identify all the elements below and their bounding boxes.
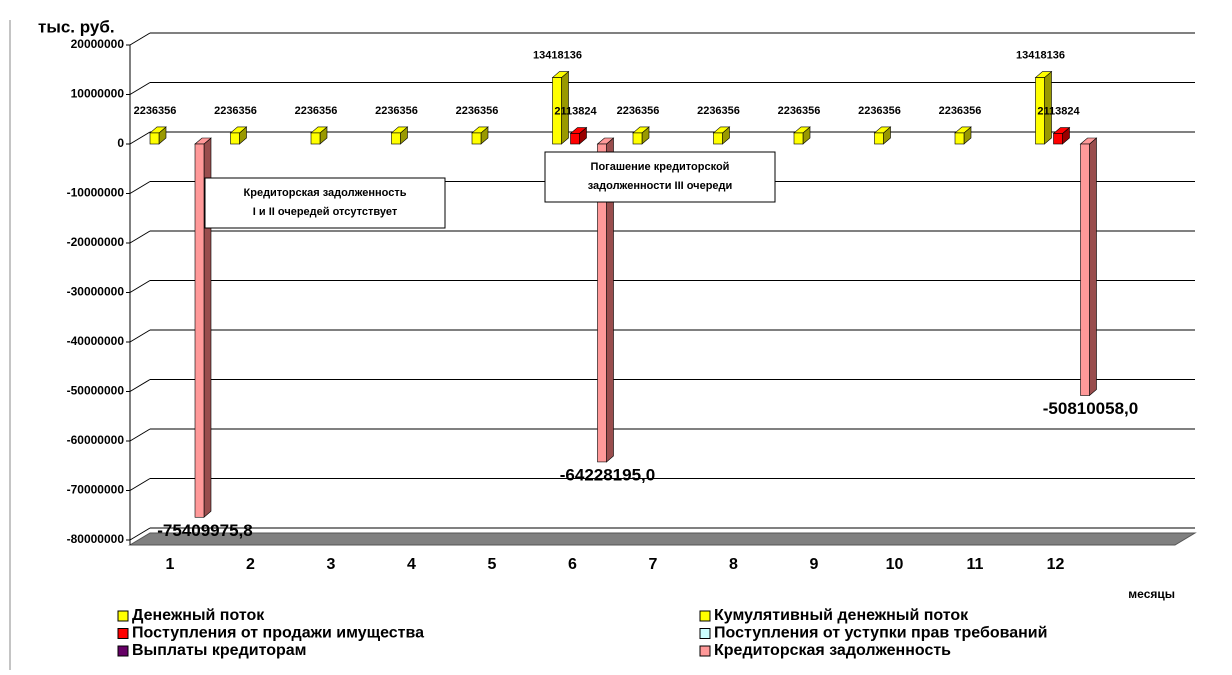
- value-label: -75409975,8: [157, 521, 252, 540]
- legend-label: Поступления от уступки прав требований: [714, 625, 1047, 642]
- value-label: 2236356: [858, 105, 901, 117]
- bar: [597, 143, 607, 463]
- x-tick-label: 6: [568, 556, 577, 573]
- legend-swatch: [699, 645, 711, 657]
- bar: [194, 143, 205, 518]
- y-tick-label: -80000000: [67, 532, 125, 546]
- value-label: 2236356: [778, 105, 821, 117]
- bar: [552, 77, 562, 145]
- annotation-text: задолженности III очереди: [588, 180, 733, 192]
- bar: [1035, 77, 1045, 145]
- y-tick-label: -40000000: [67, 334, 125, 348]
- y-tick-label: -70000000: [67, 483, 125, 497]
- grid-line: [129, 82, 151, 95]
- value-label: 2236356: [214, 105, 257, 117]
- bar: [954, 132, 965, 145]
- y-axis-label: тыс. руб.: [38, 17, 115, 36]
- value-label: 2236356: [617, 105, 660, 117]
- legend-label: Денежный поток: [132, 607, 265, 624]
- bar: [1053, 133, 1063, 145]
- value-label: 13418136: [533, 49, 582, 61]
- value-label: 2236356: [697, 105, 740, 117]
- legend-swatch: [117, 610, 129, 622]
- x-tick-label: 5: [488, 556, 497, 573]
- bar: [570, 133, 580, 145]
- value-label: -64228195,0: [560, 465, 655, 484]
- y-tick-label: 10000000: [71, 87, 125, 101]
- legend-label: Выплаты кредиторам: [132, 642, 306, 659]
- x-tick-label: 3: [327, 556, 336, 573]
- bar: [230, 132, 240, 145]
- grid-line: [129, 428, 151, 442]
- grid-line: [129, 379, 151, 392]
- legend-swatch: [699, 610, 711, 622]
- y-tick-label: -60000000: [67, 433, 125, 447]
- legend-swatch: [117, 628, 129, 639]
- value-label: 2236356: [456, 105, 499, 117]
- x-tick-label: 4: [407, 556, 416, 573]
- y-tick-label: -20000000: [67, 235, 125, 249]
- annotation-text: I и II очередей отсутствует: [253, 206, 398, 218]
- legend-label: Кредиторская задолженность: [714, 642, 951, 659]
- annotation-text: Кредиторская задолженность: [244, 187, 407, 199]
- value-label: 2113824: [554, 105, 597, 117]
- bar: [471, 132, 482, 145]
- legend-label: Кумулятивный денежный поток: [714, 607, 969, 624]
- value-label: 2113824: [1037, 105, 1080, 117]
- y-tick-label: -50000000: [67, 384, 125, 398]
- bar: [713, 132, 723, 145]
- bar: [1080, 143, 1090, 396]
- annotation-box: [204, 177, 446, 229]
- value-label: 2236356: [375, 105, 418, 117]
- value-label: 2236356: [134, 105, 177, 117]
- x-tick-label: 2: [246, 556, 255, 573]
- x-axis-label: месяцы: [1128, 587, 1175, 601]
- bar: [391, 132, 401, 145]
- x-tick-label: 1: [166, 556, 175, 573]
- grid-line: [129, 478, 151, 491]
- bar: [149, 132, 160, 145]
- grid-line: [129, 32, 151, 46]
- y-tick-label: -30000000: [67, 285, 125, 299]
- bar-side: [1089, 137, 1097, 397]
- x-tick-label: 8: [729, 556, 738, 573]
- legend-label: Поступления от продажи имущества: [132, 625, 424, 642]
- annotation-text: Погашение кредиторской: [591, 161, 730, 173]
- legend-swatch: [699, 628, 711, 639]
- bar: [310, 132, 321, 145]
- y-tick-label: 0: [117, 136, 124, 150]
- y-tick-label: 20000000: [71, 37, 125, 51]
- floor: [128, 532, 1197, 546]
- x-tick-label: 9: [810, 556, 819, 573]
- x-tick-label: 12: [1047, 556, 1065, 573]
- value-label: 2236356: [939, 105, 982, 117]
- y-tick-label: -10000000: [67, 186, 125, 200]
- x-tick-label: 11: [967, 556, 984, 573]
- value-label: 13418136: [1016, 49, 1065, 61]
- grid-line: [129, 527, 151, 541]
- grid-line: [129, 181, 151, 194]
- grid-line: [129, 329, 151, 343]
- bar: [874, 132, 884, 145]
- bar: [793, 132, 804, 145]
- legend-swatch: [117, 645, 129, 657]
- x-tick-label: 10: [886, 556, 904, 573]
- value-label: -50810058,0: [1043, 399, 1138, 418]
- bar: [632, 132, 643, 145]
- annotation-box: [544, 151, 776, 203]
- grid-line: [129, 131, 151, 145]
- value-label: 2236356: [295, 105, 338, 117]
- grid-line: [129, 280, 151, 293]
- grid-line: [129, 230, 151, 244]
- x-tick-label: 7: [649, 556, 658, 573]
